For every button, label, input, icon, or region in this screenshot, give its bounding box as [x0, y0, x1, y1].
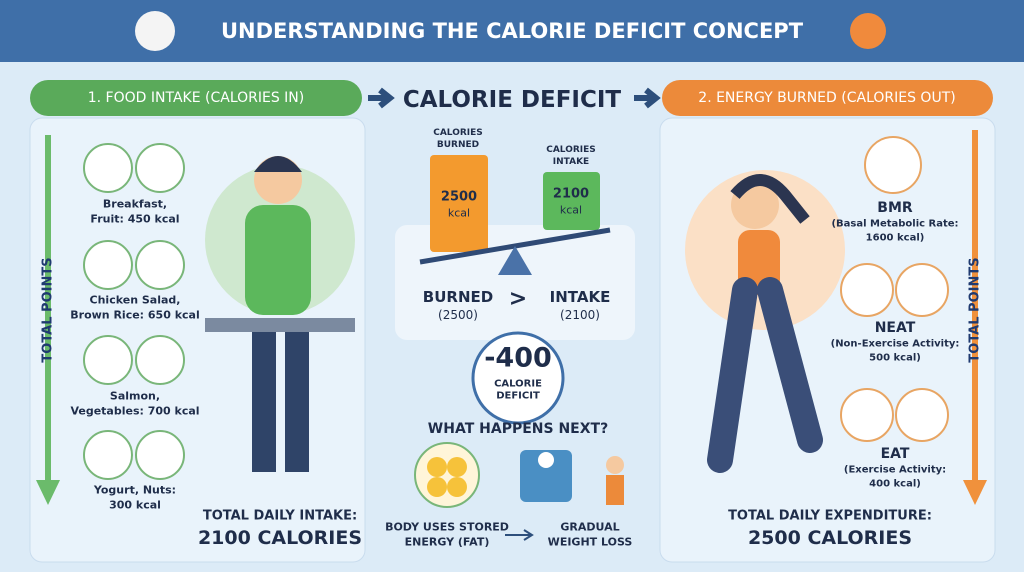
item-title: EAT: [880, 446, 910, 462]
deficit-label: CALORIE: [494, 378, 542, 390]
right-heading: 2. ENERGY BURNED (CALORIES OUT): [698, 90, 956, 106]
meal: Brown Rice: 650 kcal: [70, 308, 200, 322]
burned-unit: kcal: [447, 206, 471, 220]
intake-label: INTAKE: [552, 157, 590, 167]
compare-right: INTAKE: [549, 288, 611, 306]
item-title: NEAT: [874, 320, 916, 336]
meal: 300 kcal: [109, 498, 161, 512]
meal: Breakfast,: [102, 197, 168, 211]
item-line: (Basal Metabolic Rate:: [831, 218, 959, 230]
compare-left: BURNED: [422, 288, 494, 306]
deficit-value: -400: [484, 342, 552, 374]
right-total-label: TOTAL DAILY EXPENDITURE:: [728, 508, 932, 524]
intake-unit: kcal: [559, 203, 583, 217]
item-line: 1600 kcal): [865, 232, 925, 244]
item-line: (Exercise Activity:: [843, 464, 947, 476]
item-line: 400 kcal): [869, 478, 921, 490]
intake-label: CALORIES: [546, 145, 596, 155]
burned-value: 2500: [440, 189, 478, 205]
compare-right: (2100): [560, 308, 600, 322]
meal: Fruit: 450 kcal: [90, 212, 180, 226]
next-step: BODY USES STORED: [385, 520, 509, 534]
next-step: WEIGHT LOSS: [547, 535, 633, 549]
left-side-label: TOTAL POINTS: [40, 257, 56, 363]
next-step: GRADUAL: [560, 520, 620, 534]
deficit-label: DEFICIT: [496, 390, 540, 402]
meal: Yogurt, Nuts:: [93, 483, 177, 497]
left-heading: 1. FOOD INTAKE (CALORIES IN): [87, 90, 305, 106]
burned-label: BURNED: [436, 140, 480, 150]
item-line: (Non-Exercise Activity:: [830, 338, 960, 350]
left-total-value: 2100 CALORIES: [197, 527, 363, 549]
right-side-label: TOTAL POINTS: [967, 257, 983, 363]
next-step: ENERGY (FAT): [404, 535, 490, 549]
left-total-label: TOTAL DAILY INTAKE:: [202, 508, 358, 524]
item-line: 500 kcal): [869, 352, 921, 364]
center-heading: CALORIE DEFICIT: [402, 87, 622, 113]
meal: Vegetables: 700 kcal: [70, 404, 200, 418]
meal: Chicken Salad,: [89, 293, 181, 307]
next-heading: WHAT HAPPENS NEXT?: [427, 421, 609, 437]
title: UNDERSTANDING THE CALORIE DEFICIT CONCEP…: [220, 19, 804, 43]
right-total-value: 2500 CALORIES: [747, 527, 913, 549]
compare-left: (2500): [438, 308, 478, 322]
intake-value: 2100: [552, 186, 590, 202]
item-title: BMR: [877, 200, 913, 216]
meal: Salmon,: [109, 389, 161, 403]
burned-label: CALORIES: [433, 128, 483, 138]
compare-symbol: >: [508, 286, 528, 312]
